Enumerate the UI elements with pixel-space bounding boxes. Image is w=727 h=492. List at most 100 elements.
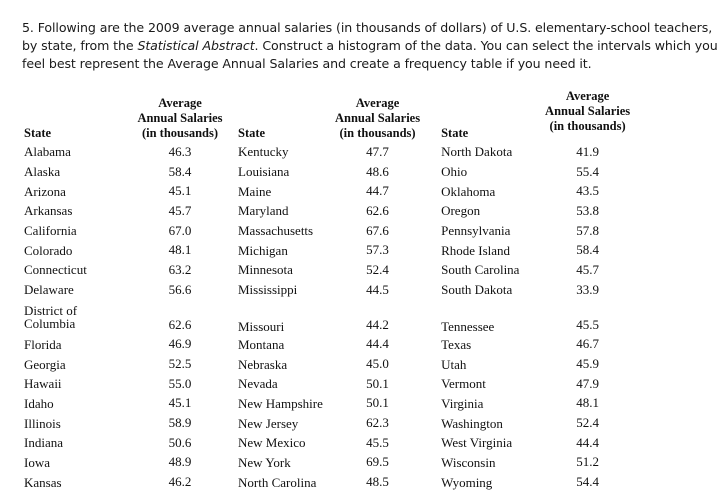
- problem-statement: 5. Following are the 2009 average annual…: [22, 19, 722, 73]
- salary-value: 45.7: [576, 261, 599, 277]
- state-name: Arkansas: [24, 203, 73, 219]
- state-name: Illinois: [24, 415, 61, 431]
- table-row: Illinois 58.9 New Jersey 62.3 Washington 52.4: [24, 413, 650, 433]
- state-name: South Dakota: [441, 282, 513, 298]
- salary-value: 69.5: [366, 454, 389, 470]
- state-name: Texas: [441, 336, 472, 352]
- state-name: Montana: [238, 336, 285, 352]
- salary-header: Average Annual Salaries (in thousands): [545, 89, 631, 133]
- salary-value: 56.6: [168, 281, 192, 297]
- salary-value: 44.4: [366, 336, 389, 352]
- table-row: Indiana 50.6 New Mexico 45.5 West Virginia 44…: [24, 433, 650, 453]
- salary-value: 53.8: [576, 202, 599, 218]
- table-row: California 67.0 Massachusetts 67.6 Pennsylva…: [24, 221, 650, 241]
- source-title: Statistical Abstract: [137, 38, 255, 53]
- state-name: Vermont: [441, 376, 486, 392]
- salary-value: 58.4: [168, 163, 192, 179]
- problem-text-2: . Construct a histogram of the data. You…: [22, 38, 718, 71]
- salary-value: 58.4: [576, 242, 599, 258]
- state-name: Florida: [24, 336, 62, 352]
- state-header: State: [238, 126, 266, 140]
- table-row: Idaho 45.1 New Hampshire 50.1 Virginia 48.1: [24, 394, 650, 414]
- salary-value: 45.9: [576, 356, 599, 372]
- salary-value: 62.6: [366, 202, 389, 218]
- state-name: Minnesota: [238, 262, 293, 278]
- salary-value: 47.7: [366, 143, 389, 159]
- salary-header: Average Annual Salaries (in thousands): [335, 96, 421, 140]
- salary-value: 62.3: [366, 415, 389, 431]
- state-name: Utah: [441, 356, 467, 372]
- table-row: Arizona 45.1 Maine 44.7 Oklahoma 43.5: [24, 181, 650, 201]
- state-name: Rhode Island: [441, 242, 511, 258]
- state-name: Alaska: [24, 164, 61, 180]
- table-row: Delaware 56.6 Mississippi 44.5 South Dakota 3…: [24, 280, 650, 300]
- salary-value: 48.5: [366, 474, 389, 490]
- salary-value: 55.0: [168, 375, 192, 391]
- salary-value: 46.7: [576, 336, 599, 352]
- state-name: Ohio: [441, 164, 468, 180]
- state-header: State: [24, 126, 52, 140]
- salary-value: 45.1: [168, 183, 192, 199]
- state-name: Michigan: [238, 242, 288, 258]
- salary-value: 62.6: [168, 316, 192, 332]
- state-name: New Jersey: [238, 415, 299, 431]
- salary-value: 46.2: [168, 474, 192, 490]
- state-name: Connecticut: [24, 262, 87, 278]
- salary-value: 33.9: [576, 281, 599, 297]
- salary-value: 48.1: [576, 395, 599, 411]
- state-name: Louisiana: [238, 164, 290, 180]
- state-name: Oregon: [441, 203, 481, 219]
- salary-table: State Average Annual Salaries (in thousand…: [24, 88, 650, 492]
- state-name: Nevada: [238, 376, 278, 392]
- table-row: Alaska 58.4 Louisiana 48.6 Ohio 55.4: [24, 162, 650, 182]
- state-name: Indiana: [24, 435, 63, 451]
- salary-value: 57.3: [366, 242, 389, 258]
- table-row: Hawaii 55.0 Nevada 50.1 Vermont 47.9: [24, 374, 650, 394]
- salary-value: 55.4: [576, 163, 599, 179]
- salary-value: 46.9: [168, 336, 192, 352]
- salary-value: 48.9: [168, 454, 192, 470]
- salary-value: 45.0: [366, 356, 389, 372]
- salary-value: 57.8: [576, 222, 599, 238]
- state-name: Washington: [441, 415, 503, 431]
- state-name: Iowa: [24, 454, 50, 470]
- salary-value: 46.3: [168, 143, 192, 159]
- state-name: Massachusetts: [238, 223, 314, 239]
- salary-value: 45.5: [366, 434, 389, 450]
- salary-value: 50.1: [366, 375, 389, 391]
- state-name: Kentucky: [238, 144, 289, 160]
- state-name: Virginia: [441, 395, 484, 411]
- state-name: North Dakota: [441, 144, 513, 160]
- salary-value: 58.9: [168, 415, 192, 431]
- state-name: Kansas: [24, 474, 62, 490]
- table-row: Connecticut 63.2 Minnesota 52.4 South Caroli…: [24, 260, 650, 280]
- salary-value: 52.4: [576, 415, 599, 431]
- state-name: Oklahoma: [441, 183, 496, 199]
- state-name: New Mexico: [238, 435, 306, 451]
- salary-value: 44.5: [366, 281, 389, 297]
- salary-value: 44.7: [366, 183, 389, 199]
- state-name: Wisconsin: [441, 454, 496, 470]
- state-name: Mississippi: [238, 282, 298, 298]
- salary-value: 41.9: [576, 143, 599, 159]
- salary-value: 54.4: [576, 474, 599, 490]
- table-row: Iowa 48.9 New York 69.5 Wisconsin 51.2: [24, 453, 650, 473]
- salary-value: 52.4: [366, 261, 389, 277]
- state-name: Delaware: [24, 282, 74, 298]
- state-name: Arizona: [24, 183, 66, 199]
- state-name: Tennessee: [441, 318, 495, 334]
- state-name: District of Columbia: [24, 303, 78, 331]
- state-name: Idaho: [24, 395, 54, 411]
- salary-value: 48.1: [168, 242, 192, 258]
- state-name: South Carolina: [441, 262, 520, 278]
- state-name: Missouri: [238, 318, 285, 334]
- salary-value: 44.4: [576, 434, 599, 450]
- state-name: Hawaii: [24, 376, 62, 392]
- table-row: Alabama 46.3 Kentucky 47.7 North Dakota 41.9: [24, 142, 650, 162]
- salary-value: 52.5: [168, 356, 192, 372]
- state-name: Wyoming: [441, 474, 493, 490]
- salary-value: 48.6: [366, 163, 389, 179]
- state-name: California: [24, 223, 77, 239]
- salary-value: 45.7: [168, 202, 192, 218]
- state-name: Alabama: [24, 144, 71, 160]
